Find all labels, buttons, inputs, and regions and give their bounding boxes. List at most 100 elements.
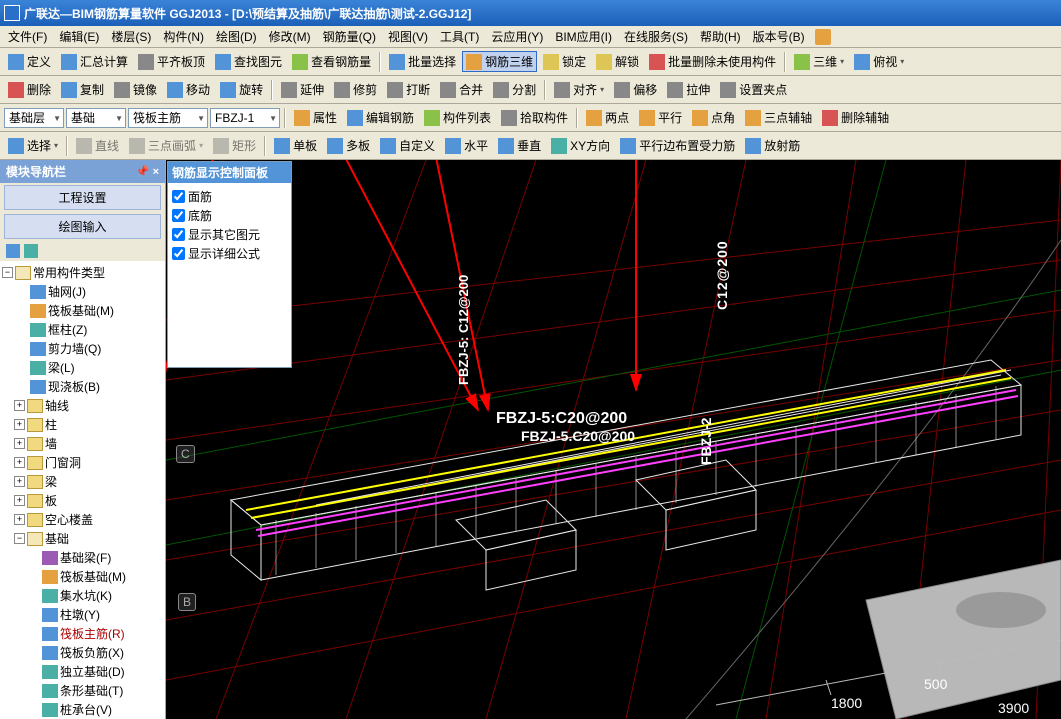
radial-rebar-button[interactable]: 放射筋 xyxy=(741,135,804,156)
nav-tool-icon-2[interactable] xyxy=(24,244,38,258)
menu-rebar-qty[interactable]: 钢筋量(Q) xyxy=(317,26,382,47)
select-tool-button[interactable]: 选择▾ xyxy=(4,135,62,156)
menu-file[interactable]: 文件(F) xyxy=(2,26,53,47)
tree-item[interactable]: 条形基础(T) xyxy=(2,681,163,700)
component-list-button[interactable]: 构件列表 xyxy=(420,107,495,128)
check-bottom-rebar[interactable]: 底筋 xyxy=(172,206,287,225)
parallel-aux-button[interactable]: 平行 xyxy=(635,107,686,128)
home-icon[interactable] xyxy=(815,29,831,45)
menu-help[interactable]: 帮助(H) xyxy=(694,26,747,47)
menu-modify[interactable]: 修改(M) xyxy=(263,26,317,47)
properties-button[interactable]: 属性 xyxy=(290,107,341,128)
tree-folder[interactable]: +柱 xyxy=(2,415,163,434)
xy-direction-button[interactable]: XY方向 xyxy=(547,135,614,156)
tree-folder[interactable]: +板 xyxy=(2,491,163,510)
unlock-button[interactable]: 解锁 xyxy=(592,51,643,72)
drawing-input-button[interactable]: 绘图输入 xyxy=(4,214,161,239)
rebar-3d-button[interactable]: 钢筋三维 xyxy=(462,51,537,72)
category-dropdown[interactable]: 基础 xyxy=(66,108,126,128)
move-button[interactable]: 移动 xyxy=(163,79,214,100)
type-dropdown[interactable]: 筏板主筋 xyxy=(128,108,208,128)
view-top-button[interactable]: 俯视▾ xyxy=(850,51,908,72)
two-point-aux-button[interactable]: 两点 xyxy=(582,107,633,128)
tree-item[interactable]: 集水坑(K) xyxy=(2,586,163,605)
split-button[interactable]: 分割 xyxy=(489,79,540,100)
sum-button[interactable]: 汇总计算 xyxy=(57,51,132,72)
slab-align-button[interactable]: 平齐板顶 xyxy=(134,51,209,72)
pick-component-button[interactable]: 拾取构件 xyxy=(497,107,572,128)
rotate-button[interactable]: 旋转 xyxy=(216,79,267,100)
copy-button[interactable]: 复制 xyxy=(57,79,108,100)
define-button[interactable]: 定义 xyxy=(4,51,55,72)
single-slab-button[interactable]: 单板 xyxy=(270,135,321,156)
menu-component[interactable]: 构件(N) xyxy=(157,26,210,47)
delete-aux-button[interactable]: 删除辅轴 xyxy=(818,107,893,128)
menu-online[interactable]: 在线服务(S) xyxy=(618,26,694,47)
custom-button[interactable]: 自定义 xyxy=(376,135,439,156)
menu-draw[interactable]: 绘图(D) xyxy=(210,26,263,47)
arc-tool-button[interactable]: 三点画弧▾ xyxy=(125,135,207,156)
tree-root[interactable]: −常用构件类型 xyxy=(2,263,163,282)
tree-item[interactable]: 独立基础(D) xyxy=(2,662,163,681)
lock-button[interactable]: 锁定 xyxy=(539,51,590,72)
tree-item[interactable]: 筏板负筋(X) xyxy=(2,643,163,662)
menu-version[interactable]: 版本号(B) xyxy=(747,26,811,47)
offset-button[interactable]: 偏移 xyxy=(610,79,661,100)
stretch-button[interactable]: 拉伸 xyxy=(663,79,714,100)
nav-tool-icon-1[interactable] xyxy=(6,244,20,258)
tree-item[interactable]: 现浇板(B) xyxy=(2,377,163,396)
check-show-other-elements[interactable]: 显示其它图元 xyxy=(172,225,287,244)
view-rebar-qty-button[interactable]: 查看钢筋量 xyxy=(288,51,375,72)
tree-item[interactable]: 桩承台(V) xyxy=(2,700,163,719)
align-button[interactable]: 对齐▾ xyxy=(550,79,608,100)
tree-item[interactable]: 梁(L) xyxy=(2,358,163,377)
menu-bim[interactable]: BIM应用(I) xyxy=(549,26,618,47)
trim-button[interactable]: 修剪 xyxy=(330,79,381,100)
mirror-button[interactable]: 镜像 xyxy=(110,79,161,100)
menu-tool[interactable]: 工具(T) xyxy=(434,26,485,47)
tree-folder-foundation[interactable]: −基础 xyxy=(2,529,163,548)
line-tool-button[interactable]: 直线 xyxy=(72,135,123,156)
layer-dropdown[interactable]: 基础层 xyxy=(4,108,64,128)
tree-item[interactable]: 剪力墙(Q) xyxy=(2,339,163,358)
menu-cloud[interactable]: 云应用(Y) xyxy=(485,26,549,47)
three-point-aux-button[interactable]: 三点辅轴 xyxy=(741,107,816,128)
tree-folder[interactable]: +轴线 xyxy=(2,396,163,415)
project-settings-button[interactable]: 工程设置 xyxy=(4,185,161,210)
tree-item[interactable]: 柱墩(Y) xyxy=(2,605,163,624)
check-top-rebar[interactable]: 面筋 xyxy=(172,187,287,206)
menu-edit[interactable]: 编辑(E) xyxy=(53,26,105,47)
batch-select-button[interactable]: 批量选择 xyxy=(385,51,460,72)
find-element-button[interactable]: 查找图元 xyxy=(211,51,286,72)
angle-aux-button[interactable]: 点角 xyxy=(688,107,739,128)
tree-item[interactable]: 轴网(J) xyxy=(2,282,163,301)
tree-item[interactable]: 筏板基础(M) xyxy=(2,567,163,586)
check-show-detail-formula[interactable]: 显示详细公式 xyxy=(172,244,287,263)
edit-rebar-button[interactable]: 编辑钢筋 xyxy=(343,107,418,128)
tree-folder[interactable]: +空心楼盖 xyxy=(2,510,163,529)
extend-button[interactable]: 延伸 xyxy=(277,79,328,100)
tree-folder[interactable]: +梁 xyxy=(2,472,163,491)
break-button[interactable]: 打断 xyxy=(383,79,434,100)
tree-item[interactable]: 框柱(Z) xyxy=(2,320,163,339)
tree-item[interactable]: 筏板基础(M) xyxy=(2,301,163,320)
component-tree[interactable]: −常用构件类型 轴网(J)筏板基础(M)框柱(Z)剪力墙(Q)梁(L)现浇板(B… xyxy=(0,261,165,719)
merge-button[interactable]: 合并 xyxy=(436,79,487,100)
parallel-edge-rebar-button[interactable]: 平行边布置受力筋 xyxy=(616,135,739,156)
delete-button[interactable]: 删除 xyxy=(4,79,55,100)
multi-slab-button[interactable]: 多板 xyxy=(323,135,374,156)
menu-floor[interactable]: 楼层(S) xyxy=(105,26,157,47)
horizontal-button[interactable]: 水平 xyxy=(441,135,492,156)
grips-button[interactable]: 设置夹点 xyxy=(716,79,791,100)
tree-item[interactable]: 筏板主筋(R) xyxy=(2,624,163,643)
batch-delete-unused-button[interactable]: 批量删除未使用构件 xyxy=(645,51,780,72)
rect-tool-button[interactable]: 矩形 xyxy=(209,135,260,156)
element-dropdown[interactable]: FBZJ-1 xyxy=(210,108,280,128)
3d-viewport[interactable]: 钢筋显示控制面板 面筋 底筋 显示其它图元 显示详细公式 xyxy=(166,160,1061,719)
menu-view[interactable]: 视图(V) xyxy=(382,26,434,47)
view-3d-button[interactable]: 三维▾ xyxy=(790,51,848,72)
pin-icon[interactable]: 📌 × xyxy=(136,165,159,178)
tree-folder[interactable]: +门窗洞 xyxy=(2,453,163,472)
tree-item[interactable]: 基础梁(F) xyxy=(2,548,163,567)
vertical-button[interactable]: 垂直 xyxy=(494,135,545,156)
